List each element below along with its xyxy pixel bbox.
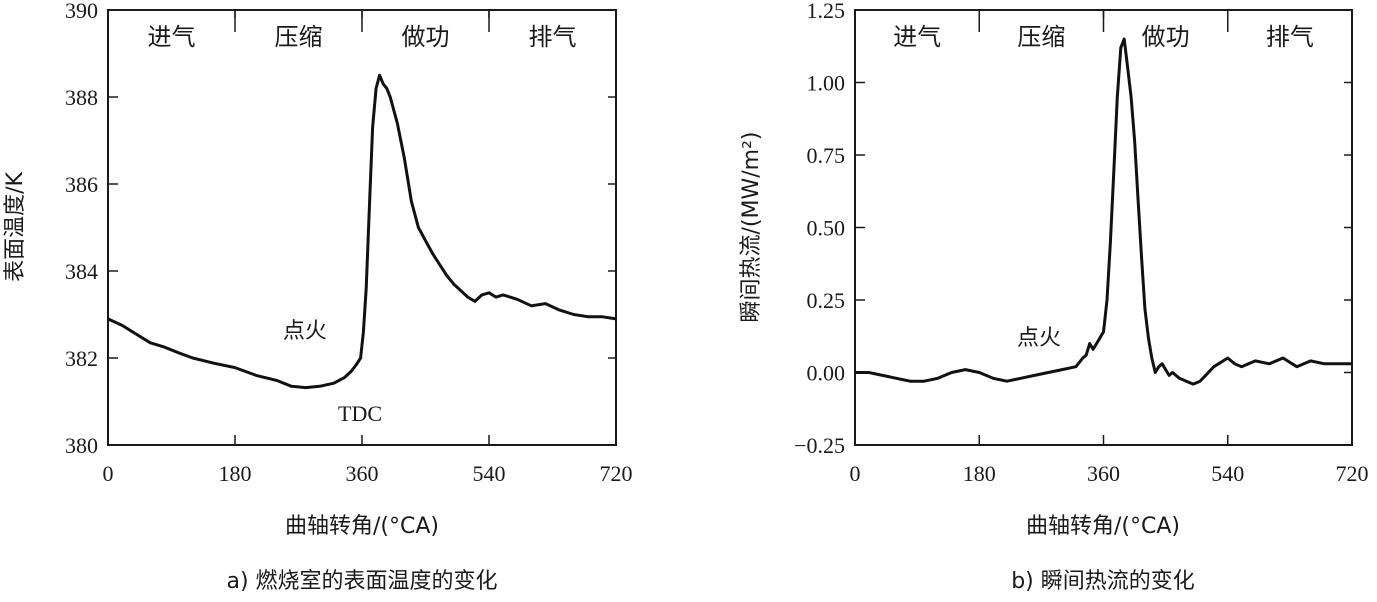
phase-labels: 进气 压缩 做功 排气 [148, 23, 577, 51]
y-tick-label: −0.25 [794, 433, 845, 458]
phase-label-1: 压缩 [1017, 23, 1065, 51]
y-tick-label: 382 [65, 346, 98, 371]
y-tick-label: 386 [65, 172, 98, 197]
phase-label-2: 做功 [1142, 23, 1190, 51]
annotation-label: 点火 [283, 319, 327, 344]
y-tick-label: 0.50 [807, 216, 846, 241]
plot-frame [107, 9, 617, 446]
figure-caption-a: a) 燃烧室的表面温度的变化 [226, 569, 497, 594]
chart-panel-b: 进气 压缩 做功 排气 0 180 360 540 720 −0.25 0.00 0.25 0.50… [739, 0, 1369, 594]
x-axis-title: 曲轴转角/(°CA) [285, 514, 439, 539]
phase-label-2: 做功 [402, 23, 450, 51]
y-tick-label: 1.00 [807, 71, 846, 96]
annotation-label: TDC [338, 401, 382, 426]
y-axis-title: 表面温度/K [3, 172, 28, 282]
x-ticks: 0 180 360 540 720 [850, 10, 1369, 486]
phase-label-0: 进气 [148, 23, 196, 51]
x-tick-label: 0 [103, 461, 114, 486]
y-tick-label: 0.00 [807, 361, 846, 386]
figure-caption-b: b) 瞬间热流的变化 [1011, 569, 1195, 594]
x-axis-title: 曲轴转角/(°CA) [1026, 514, 1180, 539]
x-tick-label: 540 [473, 461, 506, 486]
x-tick-label: 180 [963, 461, 996, 486]
x-tick-label: 360 [346, 461, 379, 486]
phase-label-0: 进气 [893, 23, 941, 51]
y-tick-label: 1.25 [807, 0, 846, 23]
annotations: 点火 TDC [283, 319, 382, 426]
x-tick-label: 540 [1211, 461, 1244, 486]
series-line-heat-flux [855, 37, 1352, 386]
y-axis-title: 瞬间热流/(MW/m²) [739, 132, 764, 323]
phase-label-3: 排气 [529, 23, 577, 51]
phase-labels: 进气 压缩 做功 排气 [893, 23, 1314, 51]
y-tick-label: 380 [65, 433, 98, 458]
annotation-label: 点火 [1017, 326, 1061, 351]
y-tick-label: 388 [65, 85, 98, 110]
y-tick-label: 0.25 [807, 288, 846, 313]
annotations: 点火 [1017, 326, 1061, 351]
y-ticks: −0.25 0.00 0.25 0.50 0.75 1.00 1.25 [794, 0, 1352, 458]
x-tick-label: 720 [600, 461, 633, 486]
y-tick-label: 0.75 [807, 143, 846, 168]
y-tick-label: 384 [65, 259, 98, 284]
x-tick-label: 360 [1087, 461, 1120, 486]
x-tick-label: 0 [850, 461, 861, 486]
x-tick-label: 720 [1336, 461, 1369, 486]
y-tick-label: 390 [65, 0, 98, 23]
chart-panel-a: 进气 压缩 做功 排气 0 180 360 540 720 380 382 384 386 388 39… [3, 0, 633, 594]
x-tick-label: 180 [219, 461, 252, 486]
phase-label-1: 压缩 [275, 23, 323, 51]
x-ticks: 0 180 360 540 720 [103, 10, 633, 486]
series-line-surface-temperature [107, 73, 617, 390]
y-ticks: 380 382 384 386 388 390 [65, 0, 616, 458]
phase-label-3: 排气 [1266, 23, 1314, 51]
